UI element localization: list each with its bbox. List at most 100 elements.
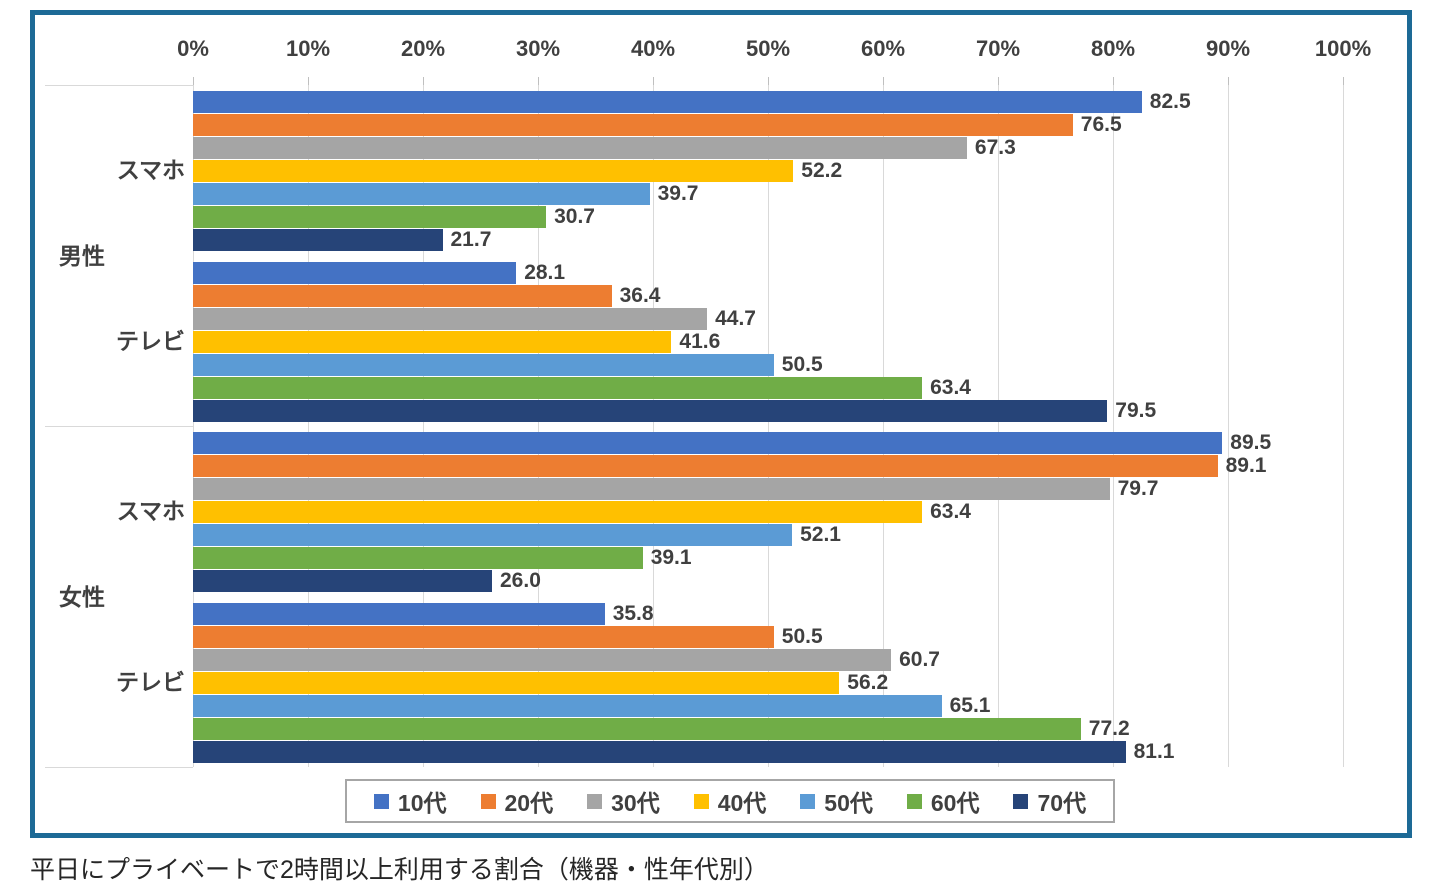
value-axis-tick-label: 60%: [860, 36, 906, 61]
value-axis-tick-label: 0%: [177, 36, 209, 61]
value-axis: 0% 10% 20% 30% 40% 50% 60% 70% 80% 90% 100%: [177, 31, 1371, 71]
bar-20代: [193, 455, 1218, 477]
axis-tick-mark: [308, 77, 309, 85]
bar-row: 82.5: [193, 90, 1343, 113]
value-axis-tick-label: 50%: [745, 36, 791, 61]
axis-tick-mark: [423, 77, 424, 85]
category-label-device: テレビ: [116, 669, 185, 695]
bar-value-label: 39.1: [650, 546, 692, 569]
value-axis-tick-label: 80%: [1090, 36, 1136, 61]
bar-row: 50.5: [193, 353, 1343, 376]
bar-row: 63.4: [193, 500, 1343, 523]
axis-separator: [45, 85, 193, 86]
bar-30代: [193, 478, 1110, 500]
bar-20代: [193, 114, 1073, 136]
bar-value-label: 52.2: [801, 159, 843, 182]
axis-tick-mark: [653, 77, 654, 85]
bar-70代: [193, 570, 492, 592]
bar-60代: [193, 377, 923, 399]
bar-value-label: 82.5: [1149, 90, 1191, 113]
legend-swatch: [693, 793, 709, 809]
legend-label: 50代: [824, 790, 873, 816]
bar-value-label: 52.1: [800, 523, 841, 546]
legend-item: 20代: [480, 784, 553, 818]
category-label-device: スマホ: [116, 157, 185, 183]
bar-value-label: 77.2: [1088, 717, 1130, 740]
bar-value-label: 30.7: [554, 205, 595, 228]
bar-10代: [193, 432, 1223, 454]
bar-70代: [193, 741, 1126, 763]
bar-row: 41.6: [193, 330, 1343, 353]
axis-separator: [45, 426, 193, 427]
bar-70代: [193, 400, 1108, 422]
gridline: [1228, 85, 1229, 767]
legend-swatch: [480, 793, 496, 809]
bar-row: 26.0: [193, 569, 1343, 592]
legend-label: 10代: [397, 790, 447, 816]
gridline: [1113, 85, 1114, 767]
chart-frame: 0% 10% 20% 30% 40% 50% 60% 70% 80% 90% 100% スマホ テレビ…: [30, 10, 1412, 838]
bar-value-label: 50.5: [781, 353, 823, 376]
bar-20代: [193, 285, 612, 307]
category-label-device: スマホ: [116, 498, 185, 524]
bar-30代: [193, 649, 892, 671]
bar-10代: [193, 262, 517, 284]
bar-row: 50.5: [193, 625, 1343, 648]
bar-group: 89.5 89.1 79.7 63.4 52.1 39.1 26.0: [193, 426, 1343, 597]
legend-item: 10代: [373, 784, 447, 818]
axis-tick-mark: [1343, 77, 1344, 85]
bar-value-label: 50.5: [781, 625, 823, 648]
bar-value-label: 35.8: [612, 602, 654, 625]
bar-value-label: 39.7: [657, 182, 699, 205]
bar-value-label: 26.0: [500, 569, 541, 592]
bar-row: 52.2: [193, 159, 1343, 182]
value-axis-tick-label: 100%: [1314, 36, 1372, 61]
axis-tick-mark: [538, 77, 539, 85]
legend-swatch: [373, 793, 389, 809]
value-axis-tick-label: 20%: [400, 36, 446, 61]
bar-value-label: 28.1: [524, 261, 566, 284]
bar-group: 82.5 76.5 67.3 52.2 39.7 30.7 21.7: [193, 85, 1343, 256]
bar-value-label: 63.4: [930, 500, 971, 523]
bar-50代: [193, 524, 793, 546]
bar-row: 21.7: [193, 228, 1343, 251]
bar-60代: [193, 718, 1081, 740]
bar-row: 89.5: [193, 431, 1343, 454]
gridline: [423, 85, 424, 767]
legend-swatch: [1013, 793, 1029, 809]
gridline: [308, 85, 309, 767]
bar-row: 56.2: [193, 671, 1343, 694]
axis-tick-mark: [998, 77, 999, 85]
value-axis-tick-label: 10%: [285, 36, 331, 61]
bar-30代: [193, 308, 708, 330]
bar-group: 28.1 36.4 44.7 41.6 50.5 63.4 79.5: [193, 256, 1343, 427]
bar-row: 60.7: [193, 648, 1343, 671]
bar-40代: [193, 331, 672, 353]
bar-row: 81.1: [193, 740, 1343, 763]
bar-value-label: 65.1: [949, 694, 991, 717]
legend-swatch: [800, 793, 816, 809]
bar-70代: [193, 229, 443, 251]
gridline: [998, 85, 999, 767]
axis-tick-mark: [1228, 77, 1229, 85]
bar-value-label: 56.2: [847, 671, 889, 694]
bar-row: 36.4: [193, 284, 1343, 307]
legend-label: 40代: [717, 790, 767, 816]
bar-60代: [193, 547, 643, 569]
category-label-gender: 男性: [59, 243, 105, 269]
value-axis-tick-label: 70%: [975, 36, 1021, 61]
legend-swatch: [906, 793, 922, 809]
bar-row: 39.1: [193, 546, 1343, 569]
legend-item: 70代: [1013, 784, 1086, 818]
value-axis-tick-label: 90%: [1205, 36, 1251, 61]
legend-label: 70代: [1037, 790, 1087, 816]
bar-row: 79.5: [193, 399, 1343, 422]
value-axis-tick-label: 30%: [515, 36, 561, 61]
bar-60代: [193, 206, 547, 228]
axis-tick-mark: [1113, 77, 1114, 85]
bar-value-label: 76.5: [1080, 113, 1122, 136]
bar-row: 44.7: [193, 307, 1343, 330]
axis-separator: [45, 767, 193, 768]
bar-group: 35.8 50.5 60.7 56.2 65.1 77.2 81.1: [193, 597, 1343, 768]
bar-50代: [193, 354, 774, 376]
